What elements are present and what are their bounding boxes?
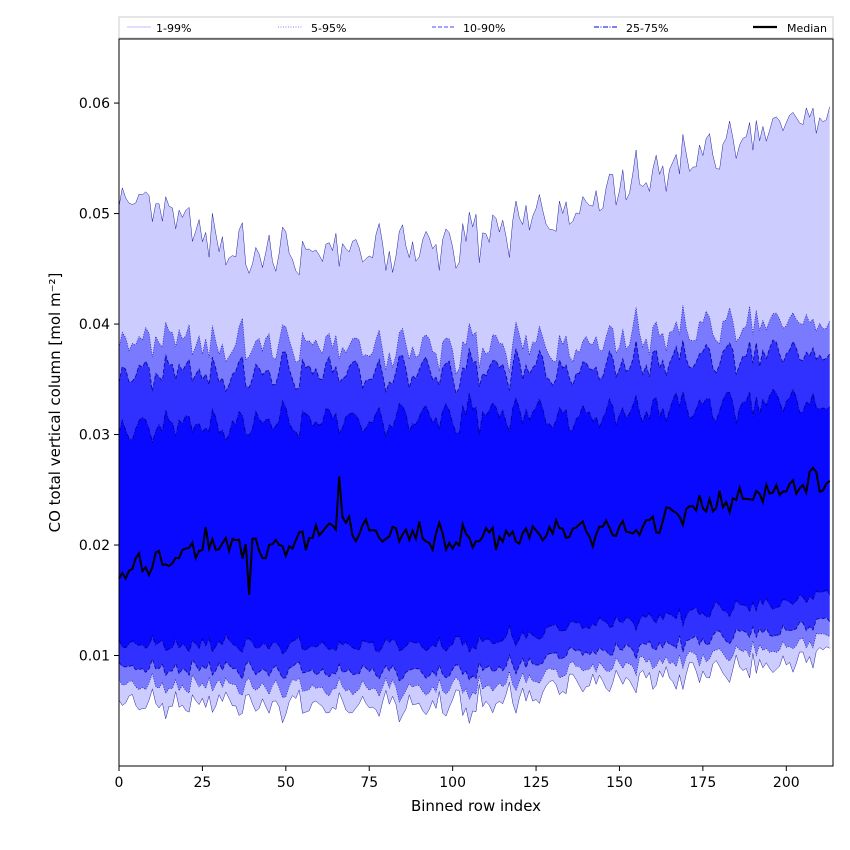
x-tick-label: 50 xyxy=(277,775,295,791)
legend-label-1-99%: 1-99% xyxy=(156,22,191,35)
x-tick-label: 125 xyxy=(523,775,550,791)
y-tick-label: 0.06 xyxy=(79,96,110,112)
legend-label-10-90%: 10-90% xyxy=(463,22,505,35)
x-axis-ticks: 0 25 50 75 100 125 150 175 200 xyxy=(115,766,800,791)
band-25-75%-upper-edge xyxy=(118,388,830,444)
y-tick-label: 0.05 xyxy=(79,207,110,223)
band-1-99%-lower-edge xyxy=(118,646,830,724)
x-tick-label: 25 xyxy=(193,775,211,791)
band-25-75%-area xyxy=(119,389,830,654)
plot-area-frame xyxy=(118,38,834,767)
legend-box xyxy=(118,16,834,39)
band-5-95%-upper-edge xyxy=(118,304,831,375)
median-line xyxy=(118,466,831,595)
band-10-90%-upper-edge xyxy=(118,339,831,396)
y-tick-label: 0.02 xyxy=(79,538,110,554)
x-tick-label: 100 xyxy=(439,775,466,791)
band-1-99%-upper-edge xyxy=(118,106,830,276)
y-tick-label: 0.03 xyxy=(79,428,110,444)
band-edge-lines xyxy=(118,106,831,724)
x-tick-label: 200 xyxy=(773,775,800,791)
x-axis-label: Binned row index xyxy=(411,797,541,815)
percentile-bands xyxy=(119,106,830,724)
x-tick-label: 150 xyxy=(606,775,633,791)
y-axis-ticks: 0.01 0.02 0.03 0.04 0.05 0.06 xyxy=(79,96,119,665)
x-tick-label: 0 xyxy=(115,775,124,791)
band-5-95%-lower-edge xyxy=(118,633,830,703)
band-10-90%-lower-edge xyxy=(118,617,831,682)
x-tick-label: 175 xyxy=(690,775,717,791)
y-tick-label: 0.01 xyxy=(79,649,110,665)
legend-label-Median: Median xyxy=(787,22,827,35)
y-tick-label: 0.04 xyxy=(79,317,110,333)
x-tick-label: 75 xyxy=(360,775,378,791)
legend-label-25-75%: 25-75% xyxy=(626,22,668,35)
legend-label-5-95%: 5-95% xyxy=(311,22,346,35)
median-line-group xyxy=(118,466,831,595)
legend: 1-99% 5-95% 10-90% 25-75% Median xyxy=(118,16,834,39)
band-25-75%-lower-edge xyxy=(118,589,831,655)
y-axis-label: CO total vertical column [mol m⁻²] xyxy=(46,273,64,533)
